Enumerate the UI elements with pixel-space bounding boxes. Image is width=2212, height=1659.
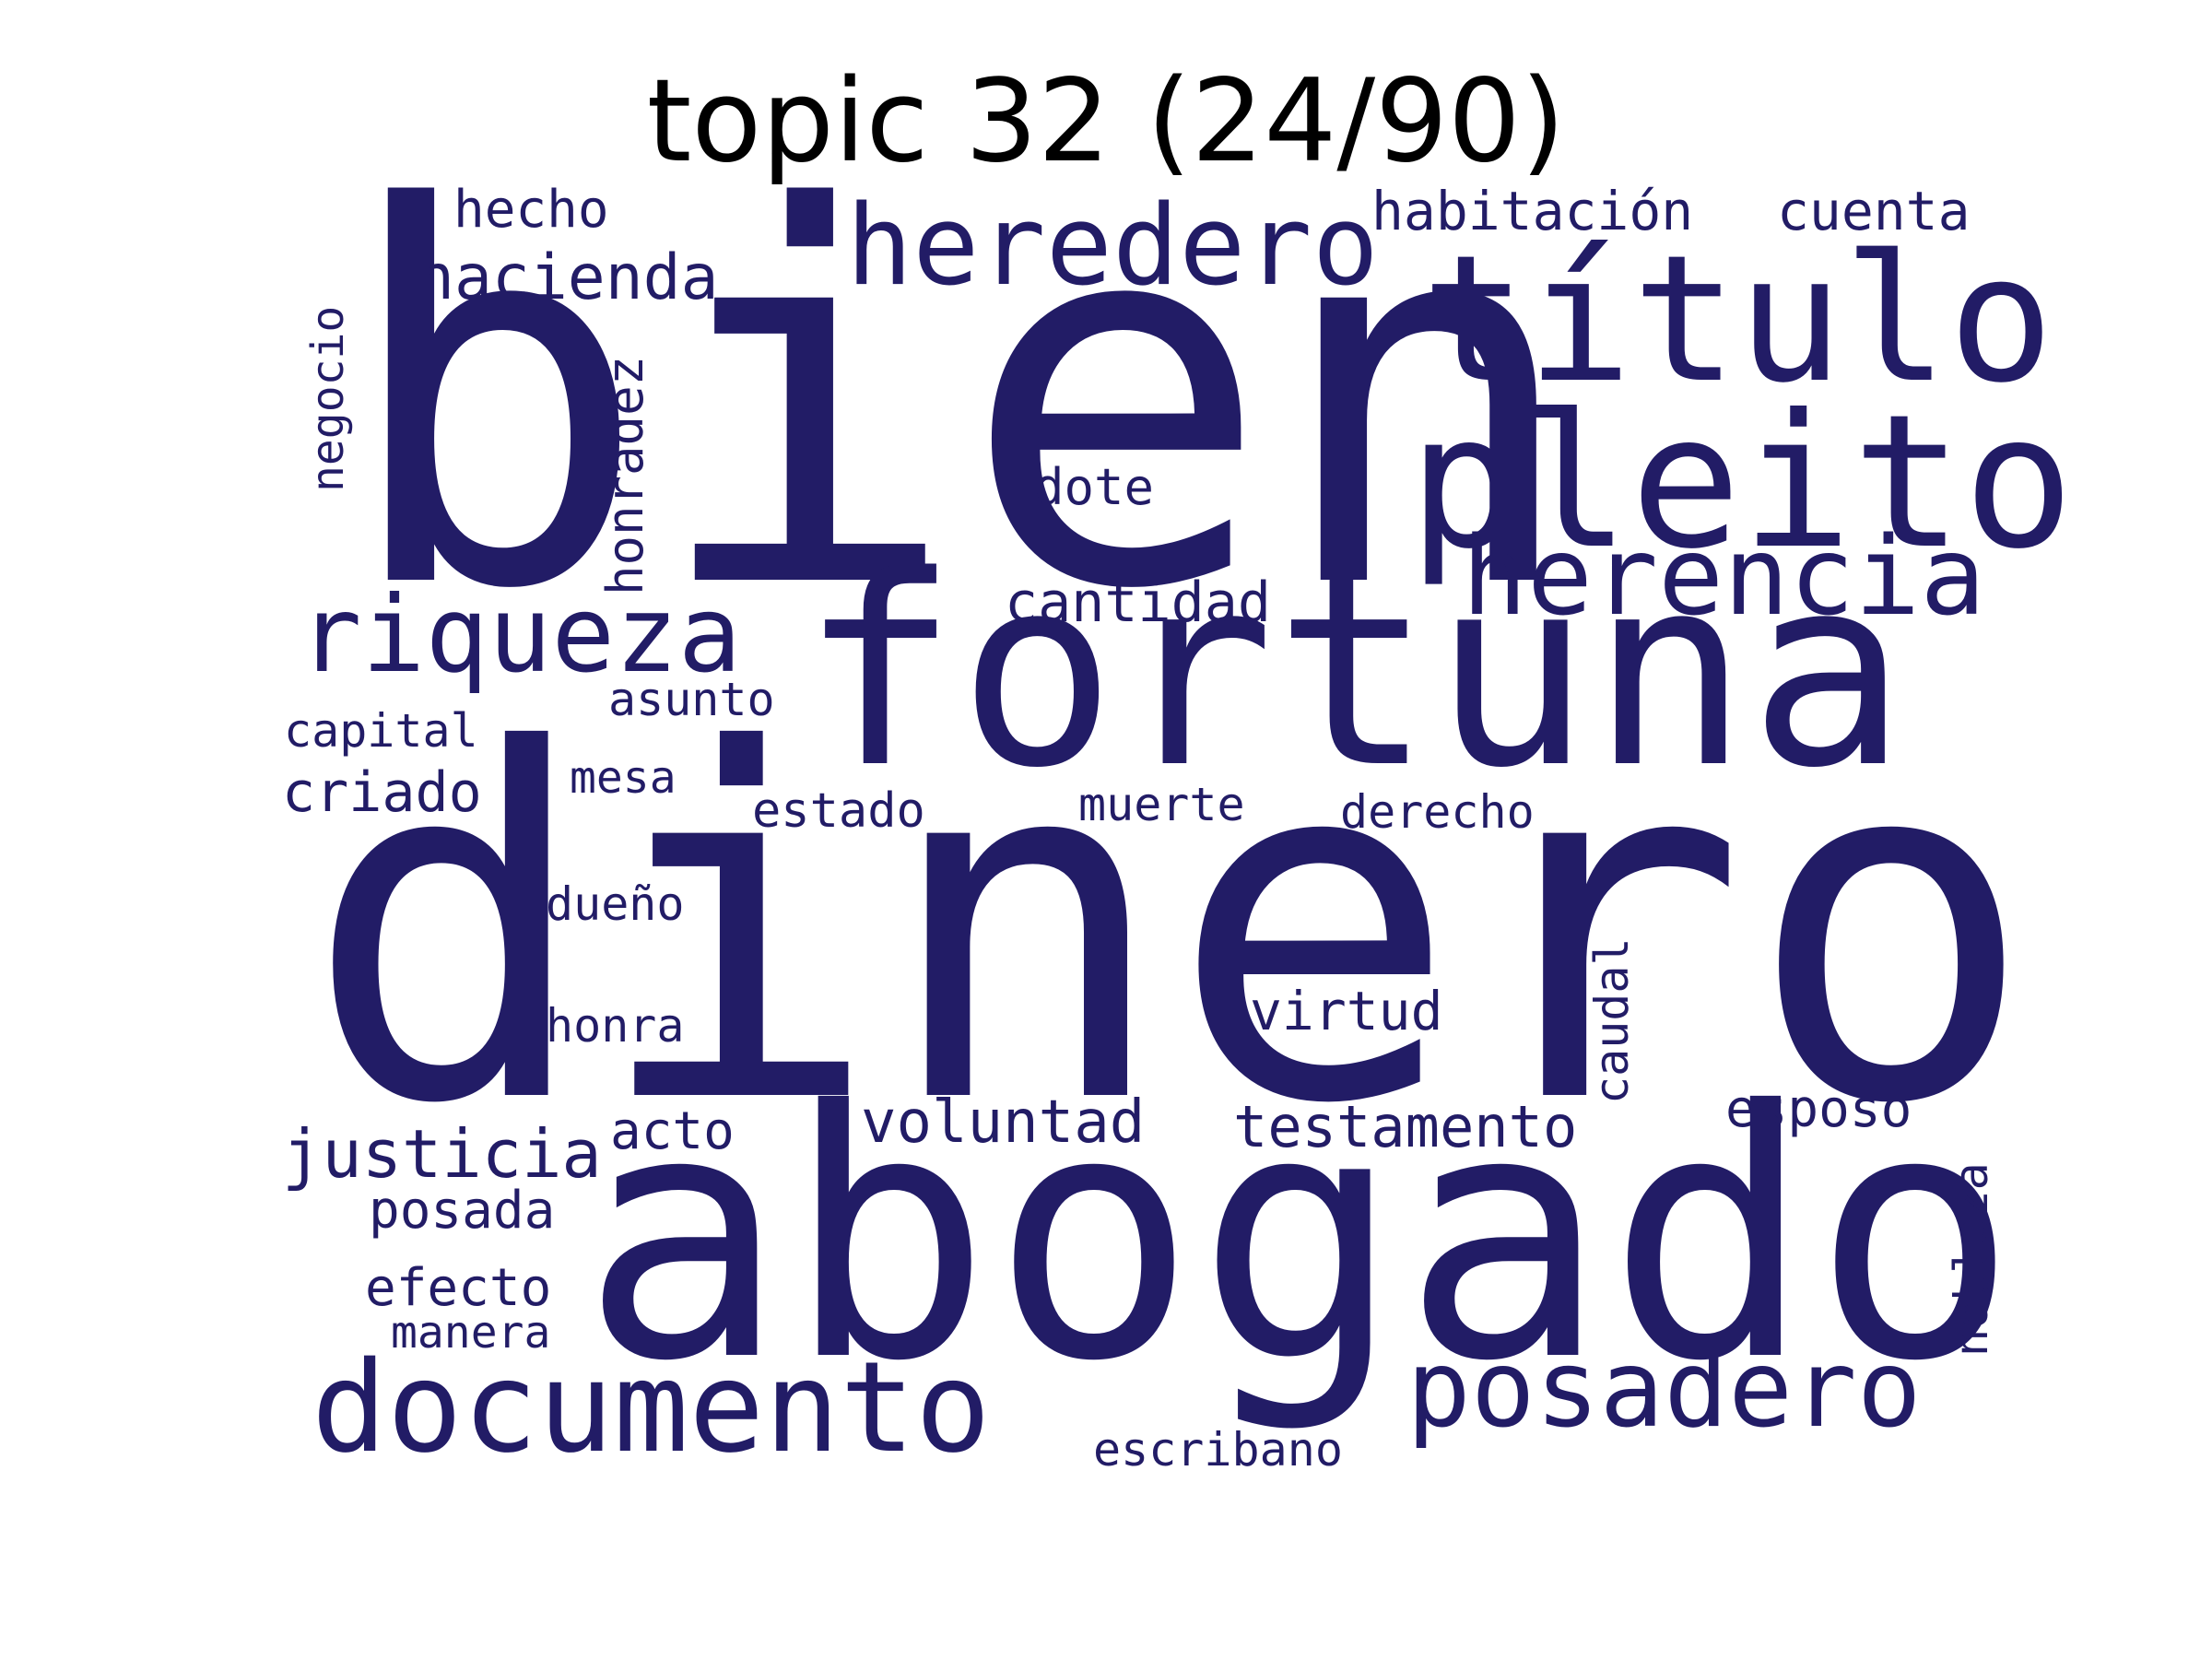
word-acto: acto	[610, 1101, 735, 1161]
word-habitacion: habitación	[1371, 180, 1694, 242]
word-fortuna: fortuna	[800, 520, 1908, 826]
word-herencia: herencia	[1462, 512, 1986, 640]
word-dote: dote	[1034, 458, 1155, 516]
word-cantidad: cantidad	[1005, 571, 1271, 635]
word-abogado: abogado	[581, 1040, 2018, 1436]
word-honradez: honradez	[596, 355, 654, 595]
word-honra: honra	[546, 999, 685, 1053]
word-documento: documento	[312, 1335, 991, 1481]
word-nobleza: nobleza	[1945, 1162, 1998, 1357]
word-asunto: asunto	[608, 673, 775, 726]
word-dueno: dueño	[546, 877, 685, 931]
word-negocio: negocio	[302, 305, 354, 492]
chart-title: topic 32 (24/90)	[646, 55, 1566, 188]
word-posadero: posadero	[1406, 1327, 1922, 1452]
word-efecto: efecto	[365, 1258, 552, 1318]
word-derecho: derecho	[1340, 785, 1535, 839]
word-mesa: mesa	[570, 752, 677, 804]
word-esposo: esposo	[1725, 1079, 1912, 1139]
word-voluntad: voluntad	[861, 1088, 1146, 1157]
word-dinero: dinero	[304, 650, 2036, 1208]
word-muerte: muerte	[1078, 778, 1245, 831]
word-pleito: pleito	[1408, 375, 2075, 590]
word-testamento: testamento	[1233, 1093, 1578, 1160]
word-hacienda: hacienda	[417, 241, 719, 314]
word-hecho: hecho	[453, 180, 609, 240]
word-capital: capital	[284, 704, 478, 758]
word-riqueza: riqueza	[299, 573, 742, 696]
word-criado: criado	[282, 760, 482, 825]
word-heredero: heredero	[846, 182, 1379, 311]
word-bien: bien	[339, 101, 1583, 702]
word-escribano: escribano	[1093, 1423, 1343, 1477]
word-titulo: título	[1421, 218, 2054, 421]
word-caudal: caudal	[1585, 937, 1639, 1104]
word-justicia: justicia	[282, 1115, 602, 1193]
word-virtud: virtud	[1250, 980, 1443, 1042]
word-cuenta: cuenta	[1777, 180, 1971, 242]
word-posada: posada	[369, 1181, 556, 1241]
word-manera: manera	[391, 1307, 551, 1359]
word-estado: estado	[752, 783, 925, 839]
